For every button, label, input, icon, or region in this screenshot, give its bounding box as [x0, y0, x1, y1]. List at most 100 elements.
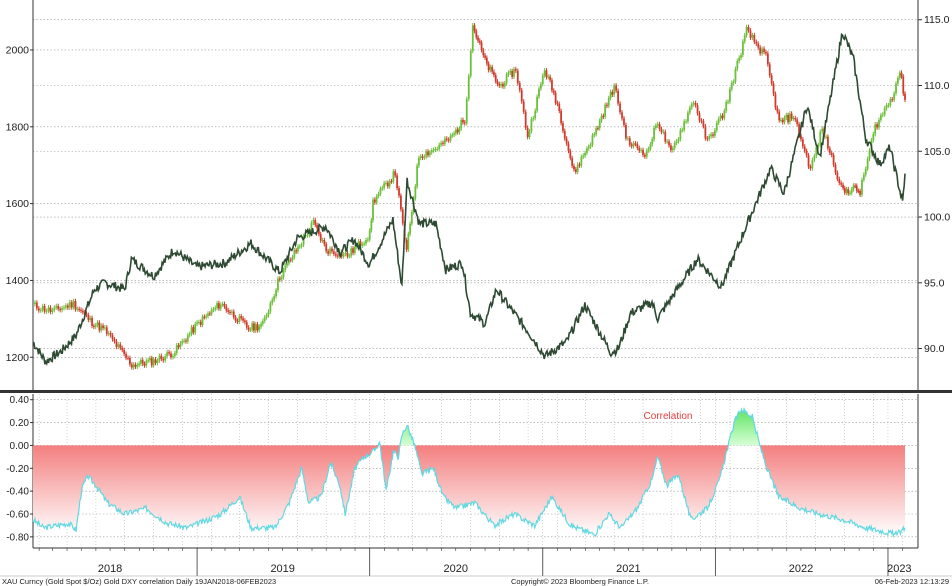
gold-candle-body — [670, 145, 672, 151]
dxy-line — [32, 32, 906, 366]
gold-candle-body — [363, 243, 366, 245]
gold-candle-body — [306, 235, 309, 237]
gold-candle-body — [392, 171, 395, 182]
gold-candle-body — [843, 188, 846, 193]
gold-candle-body — [632, 143, 635, 147]
gold-candle-body — [857, 190, 860, 192]
gold-candle-body — [702, 121, 705, 127]
gold-candle-body — [630, 144, 633, 147]
gold-candle-body — [453, 133, 456, 135]
gold-candle-body — [188, 333, 191, 336]
gold-candle-body — [751, 35, 754, 38]
gold-candle-body — [688, 107, 691, 113]
gold-candle-body — [518, 83, 521, 91]
gold-candle-body — [807, 155, 810, 167]
correlation-panel: 0.40 0.20 0.00 -0.20 -0.40 -0.60 -0.80 Correla… — [6, 394, 919, 576]
price-axes — [32, 0, 919, 390]
gold-candle-body — [613, 85, 616, 95]
gold-candle-body — [687, 112, 689, 122]
gold-candle-body — [121, 347, 124, 350]
gold-candle-body — [493, 71, 495, 76]
left-axis-ticks: 1200 1400 1600 1800 2000 — [6, 44, 33, 364]
gold-candle-body — [113, 339, 116, 342]
gold-candle-body — [265, 315, 268, 318]
x-tick-label: 2023 — [887, 563, 911, 575]
gold-candle-body — [500, 83, 503, 86]
gold-candle-body — [143, 363, 146, 366]
footer-timestamp: 06-Feb-2023 12:13:29 — [875, 577, 949, 586]
x-tick-label: 2022 — [789, 563, 813, 575]
gold-candle-body — [430, 150, 433, 153]
gold-candle-body — [346, 252, 349, 257]
gold-candle-body — [494, 75, 497, 82]
gold-candle-body — [538, 88, 540, 97]
gold-candle-body — [794, 118, 797, 120]
gold-candle-body — [293, 250, 296, 258]
gold-candle-body — [261, 320, 264, 324]
gold-candle-body — [778, 111, 781, 121]
gold-candle-body — [573, 165, 575, 170]
gold-candle-body — [681, 129, 684, 131]
gold-candle-body — [598, 120, 601, 129]
gold-candle-body — [628, 138, 631, 145]
left-tick-label: 1400 — [6, 275, 30, 287]
gold-candle-body — [34, 302, 36, 305]
gold-candle-body — [240, 316, 243, 319]
gold-candle-body — [889, 99, 892, 106]
gold-candle-body — [463, 122, 466, 124]
gold-candle-body — [410, 212, 413, 224]
gold-candle-body — [327, 251, 330, 254]
gold-candle-body — [432, 149, 435, 151]
gold-candle-body — [571, 158, 574, 166]
gold-candle-body — [282, 270, 285, 278]
gold-candle-body — [586, 148, 588, 153]
gold-candle-body — [593, 134, 596, 136]
gold-candle-body — [509, 71, 512, 73]
gold-candle-body — [421, 156, 424, 158]
gold-candle-body — [247, 327, 250, 330]
gold-candle-body — [821, 128, 824, 132]
gold-candle-body — [698, 113, 701, 121]
gold-candle-body — [582, 155, 585, 157]
gold-candle-body — [136, 365, 139, 367]
gold-candle-body — [196, 322, 198, 324]
gold-candle-body — [619, 103, 621, 113]
gold-candle-body — [199, 321, 202, 325]
gold-candle-body — [458, 128, 461, 133]
gold-candle-body — [456, 129, 459, 133]
gold-candle-body — [179, 343, 182, 348]
gold-candle-body — [790, 113, 793, 119]
gold-candle-body — [862, 174, 865, 180]
gold-candle-body — [141, 360, 144, 364]
gold-candle-body — [96, 322, 99, 326]
gold-candle-body — [230, 311, 233, 313]
gold-candle-body — [658, 124, 661, 129]
correlation-tick-label: -0.40 — [6, 487, 29, 498]
gold-candle-body — [881, 114, 884, 116]
gold-candle-body — [186, 335, 189, 342]
gold-candle-body — [316, 224, 318, 228]
correlation-axis-ticks: 0.40 0.20 0.00 -0.20 -0.40 -0.60 -0.80 — [6, 395, 33, 543]
gold-candle-body — [514, 69, 517, 71]
gold-candle-body — [902, 76, 905, 94]
gold-candle-body — [300, 244, 303, 247]
gold-candle-body — [607, 98, 610, 106]
gold-candle-body — [39, 310, 42, 312]
gold-candle-body — [219, 304, 222, 309]
gold-candle-body — [427, 151, 429, 156]
gold-candle-body — [245, 322, 248, 328]
gold-candle-body — [719, 115, 722, 120]
footer-source: XAU Curncy (Gold Spot $/Oz) Gold DXY cor… — [2, 577, 276, 586]
gold-candle-body — [534, 110, 537, 119]
gold-candle-body — [526, 127, 529, 138]
gold-candle-body — [584, 152, 586, 156]
gold-candle-body — [323, 240, 326, 245]
gold-candle-body — [329, 248, 331, 254]
gold-candle-body — [63, 307, 65, 309]
gold-candle-body — [336, 255, 339, 257]
left-tick-label: 1600 — [6, 198, 30, 210]
gold-candle-body — [850, 189, 853, 193]
gold-candle-body — [776, 107, 779, 112]
correlation-tick-label: -0.80 — [6, 532, 29, 543]
gold-candle-body — [68, 302, 71, 308]
